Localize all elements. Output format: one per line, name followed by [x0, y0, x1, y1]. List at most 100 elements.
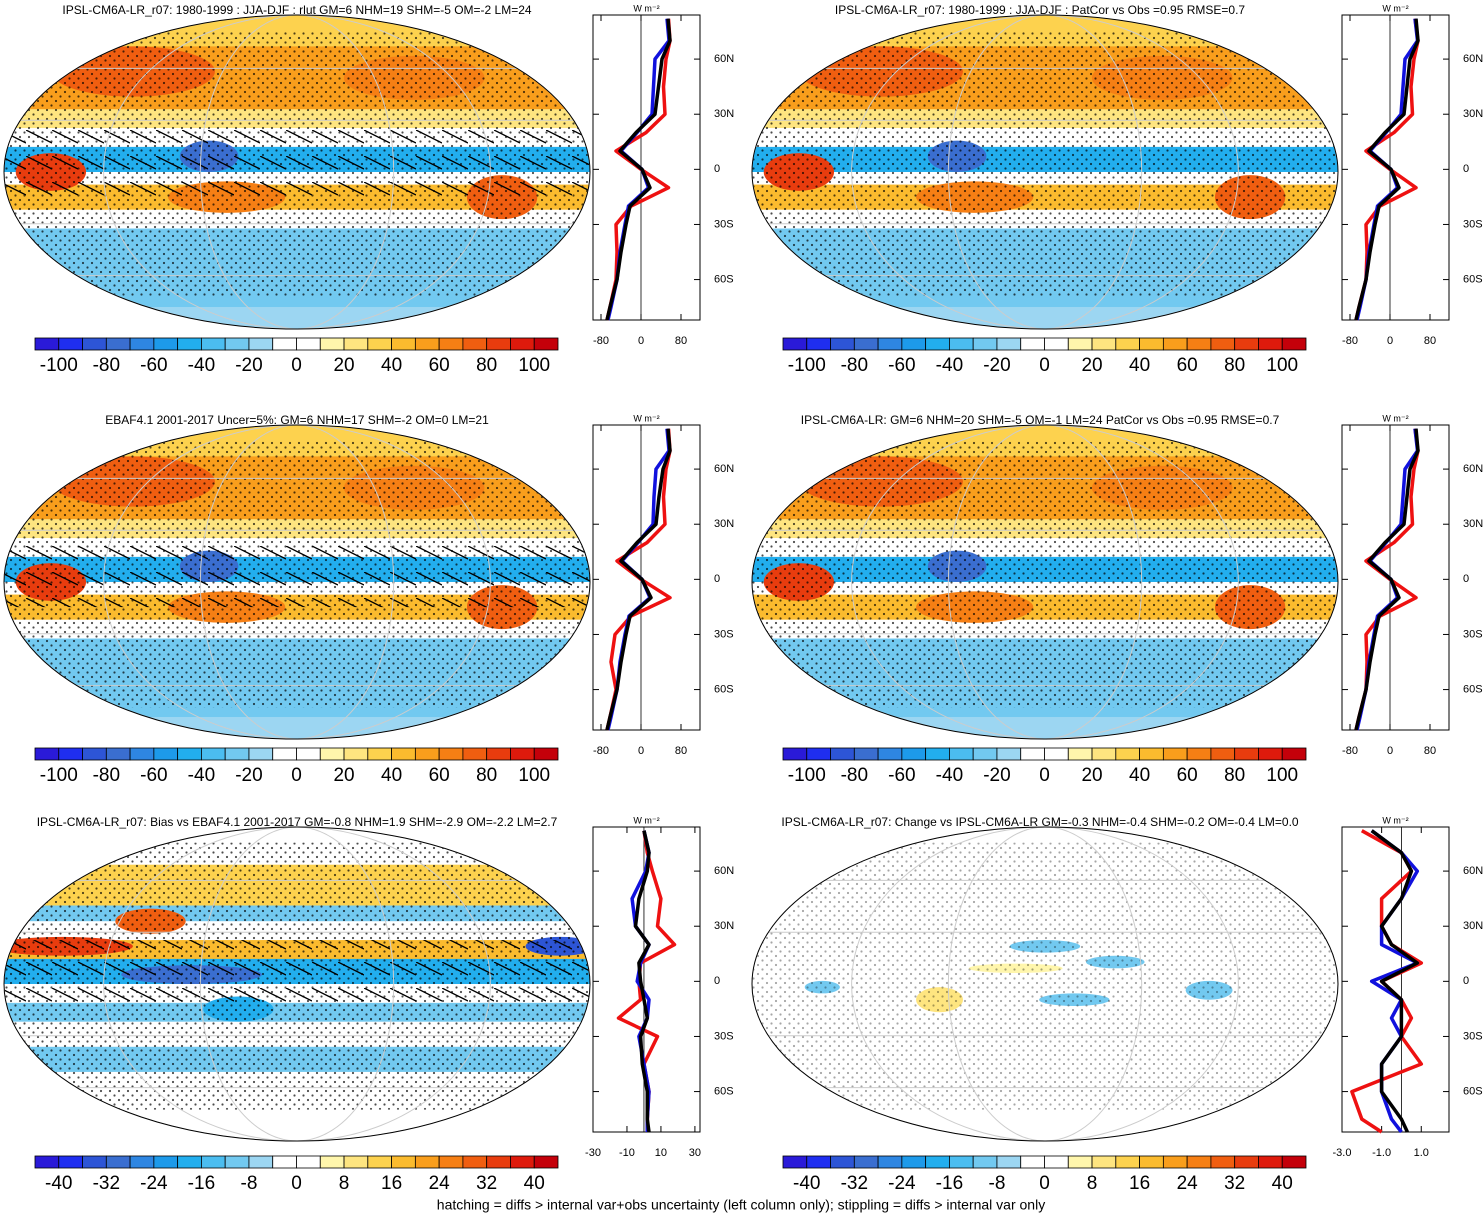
colorbar-box: [1115, 747, 1140, 761]
y-tick-label: 30N: [714, 108, 734, 120]
colorbar-label: 0: [1039, 355, 1050, 376]
panel-title: IPSL-CM6A-LR_r07: Bias vs EBAF4.1 2001-2…: [37, 815, 558, 829]
colorbar-box: [248, 747, 274, 761]
colorbar-box: [201, 337, 226, 351]
colorbar-box: [82, 1155, 107, 1169]
colorbar-label: -40: [45, 1173, 72, 1194]
map-outline: [751, 826, 1339, 1142]
colorbar-label: 20: [1081, 355, 1102, 376]
colorbar-box: [830, 337, 855, 351]
colorbar-box: [996, 337, 1022, 351]
colorbar-label: -8: [989, 1173, 1006, 1194]
colorbar-box: [1091, 747, 1117, 761]
map-outline: [3, 424, 591, 740]
colorbar-box: [1115, 1155, 1140, 1169]
colorbar-box: [782, 337, 808, 351]
y-tick-label: 60N: [1463, 463, 1483, 475]
colorbar-box: [1020, 747, 1045, 761]
x-tick-label: -1.0: [1372, 1147, 1391, 1159]
colorbar-box: [1115, 337, 1140, 351]
colorbar-label: 40: [1129, 765, 1150, 786]
colorbar-label: 40: [381, 765, 402, 786]
colorbar-box: [1281, 337, 1307, 351]
colorbar-box: [272, 1155, 297, 1169]
x-tick-label: 10: [655, 1147, 667, 1159]
colorbar-box: [462, 1155, 488, 1169]
x-tick-label: 1.0: [1414, 1147, 1429, 1159]
graticule: [851, 425, 1239, 739]
colorbar-box: [877, 337, 903, 351]
colorbar-box: [105, 1155, 131, 1169]
unit-label: W m⁻²: [633, 413, 659, 423]
colorbar-box: [272, 337, 297, 351]
colorbar-label: 100: [518, 765, 550, 786]
colorbar-box: [319, 337, 345, 351]
y-tick-label: 60N: [714, 53, 734, 65]
colorbar-box: [1139, 747, 1164, 761]
colorbar-box: [177, 1155, 202, 1169]
y-tick-label: 60S: [1463, 683, 1483, 695]
graticule: [103, 425, 491, 739]
y-tick-label: 30S: [714, 218, 734, 230]
y-tick-label: 30S: [714, 628, 734, 640]
unit-label: W m⁻²: [1382, 3, 1408, 13]
colorbar-label: -60: [888, 765, 915, 786]
x-tick-label: 0: [1387, 745, 1393, 757]
colorbar-box: [1067, 337, 1093, 351]
colorbar-box: [367, 1155, 392, 1169]
colorbar-label: 0: [291, 1173, 302, 1194]
y-tick-label: 60S: [1463, 273, 1483, 285]
colorbar-box: [1162, 747, 1188, 761]
colorbar-box: [972, 747, 998, 761]
colorbar-label: -100: [788, 355, 826, 376]
colorbar-label: -80: [841, 355, 868, 376]
colorbar-box: [901, 337, 927, 351]
colorbar-box: [830, 747, 855, 761]
panel-title: IPSL-CM6A-LR_r07: Change vs IPSL-CM6A-LR…: [781, 815, 1299, 829]
x-tick-label: 80: [1424, 745, 1436, 757]
y-tick-label: 0: [1463, 975, 1469, 987]
colorbar-box: [1044, 337, 1069, 351]
colorbar-box: [1210, 747, 1236, 761]
colorbar-box: [391, 1155, 416, 1169]
colorbar-label: -80: [93, 765, 120, 786]
colorbar-label: -32: [93, 1173, 120, 1194]
x-tick-label: -3.0: [1333, 1147, 1352, 1159]
x-tick-label: 0: [1387, 335, 1393, 347]
map: [4, 15, 590, 329]
colorbar-box: [224, 747, 250, 761]
colorbar-box: [272, 747, 297, 761]
colorbar-box: [925, 747, 950, 761]
colorbar-box: [1281, 1155, 1307, 1169]
graticule: [199, 425, 395, 739]
colorbar-box: [58, 1155, 83, 1169]
colorbar-box: [533, 1155, 559, 1169]
y-tick-label: 30N: [1463, 518, 1483, 530]
colorbar-box: [830, 1155, 855, 1169]
hatching: [4, 128, 590, 198]
colorbar-box: [806, 1155, 831, 1169]
colorbar-label: 16: [381, 1173, 402, 1194]
colorbar-box: [972, 337, 998, 351]
map: [752, 827, 1338, 1141]
colorbar-box: [34, 1155, 60, 1169]
colorbar-label: 20: [1081, 765, 1102, 786]
x-tick-label: 80: [675, 335, 687, 347]
colorbar-box: [319, 747, 345, 761]
graticule: [851, 15, 1239, 329]
colorbar-box: [224, 337, 250, 351]
profile-line: [633, 830, 651, 1133]
colorbar-box: [129, 1155, 155, 1169]
colorbar-box: [129, 747, 155, 761]
colorbar-label: 60: [429, 355, 450, 376]
colorbar-label: 80: [1224, 765, 1245, 786]
colorbar-label: -40: [188, 765, 215, 786]
colorbar-box: [296, 337, 321, 351]
map: [4, 425, 590, 739]
map-outline: [3, 14, 591, 330]
colorbar-box: [438, 1155, 464, 1169]
colorbar-box: [153, 337, 179, 351]
colorbar-box: [248, 337, 274, 351]
profile-frame: [592, 14, 701, 321]
colorbar-label: -24: [140, 1173, 168, 1194]
